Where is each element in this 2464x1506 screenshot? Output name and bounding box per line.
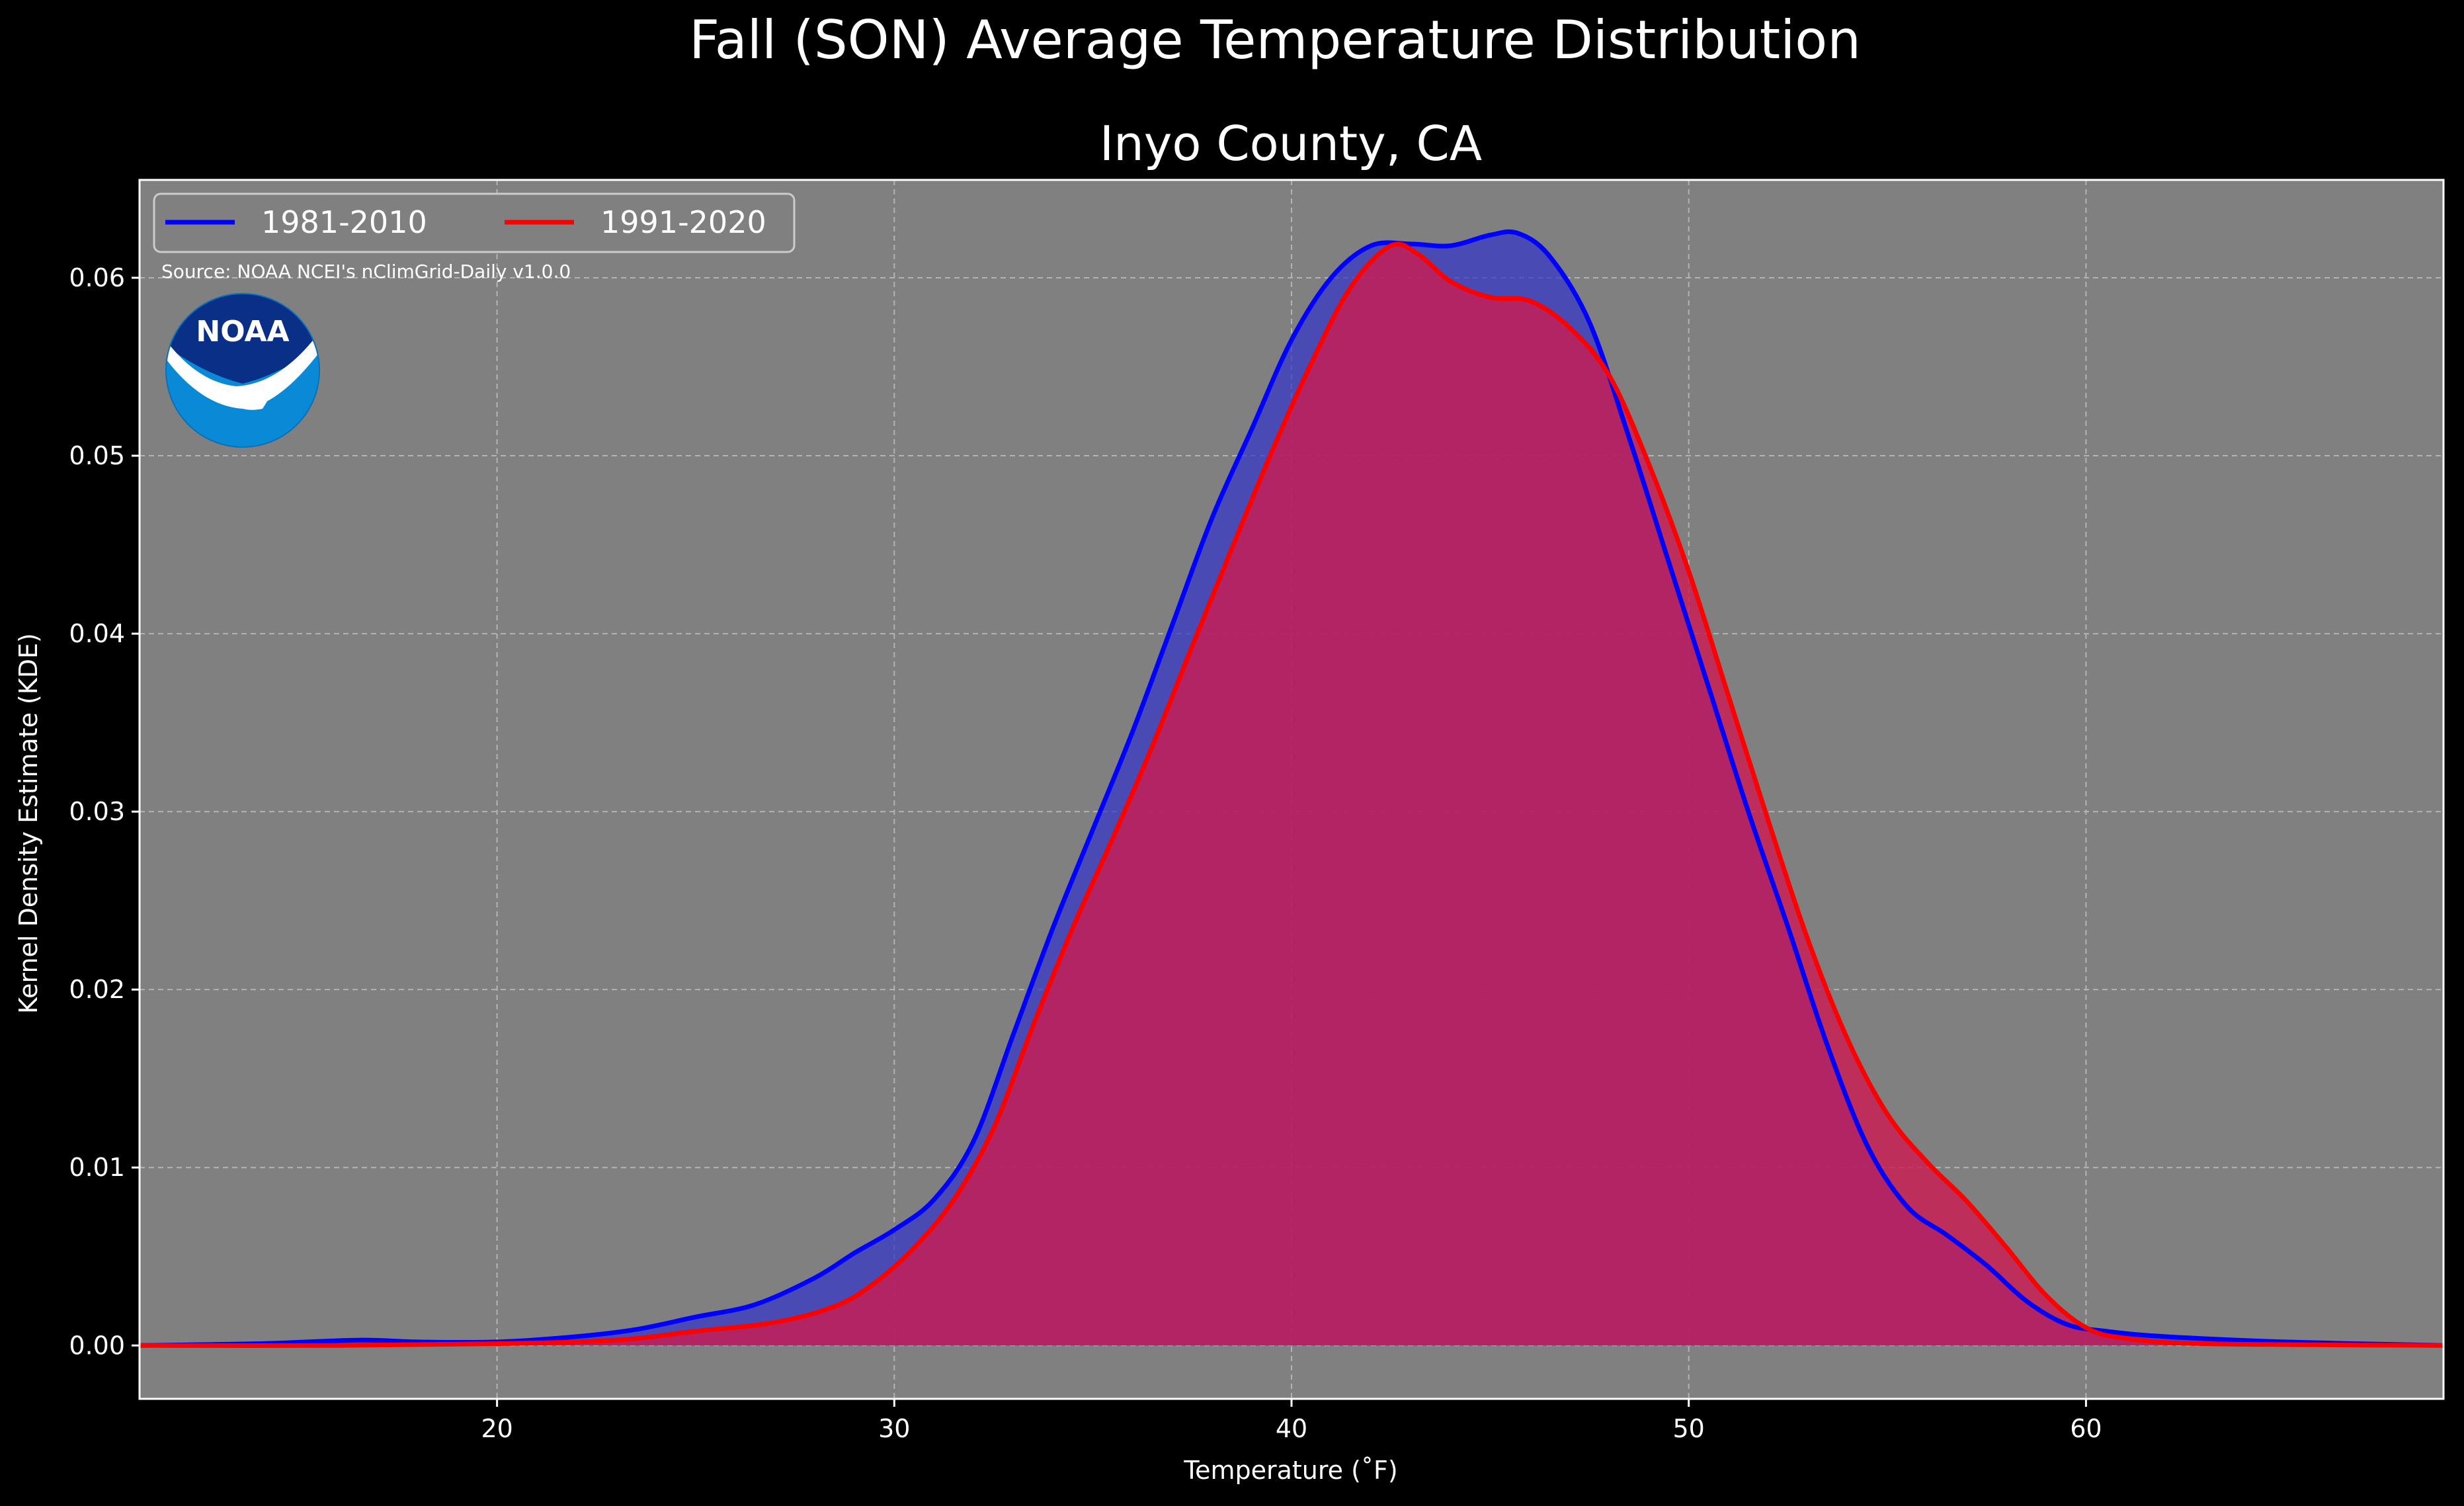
y-tick-label: 0.00 xyxy=(69,1331,125,1360)
y-tick-label: 0.02 xyxy=(69,975,125,1004)
x-tick-label: 40 xyxy=(1276,1414,1307,1443)
chart-title: Inyo County, CA xyxy=(1100,116,1482,171)
source-note: Source: NOAA NCEI's nClimGrid-Daily v1.0… xyxy=(161,261,571,282)
x-axis-label: Temperature (˚F) xyxy=(1183,1456,1397,1485)
chart-suptitle: Fall (SON) Average Temperature Distribut… xyxy=(689,9,1861,71)
legend: 1981-2010 1991-2020 xyxy=(153,192,796,253)
legend-label: 1991-2020 xyxy=(600,204,766,240)
y-tick-label: 0.01 xyxy=(69,1153,125,1182)
series-line-1991-2020 xyxy=(139,241,2444,1348)
axis-ticks: 20 30 40 50 60 0.00 0.01 0.02 0.03 0.04 0.05 0.06 xyxy=(69,263,2102,1443)
x-tick-label: 60 xyxy=(2070,1414,2102,1443)
series-fills xyxy=(140,231,2443,1346)
y-tick-label: 0.05 xyxy=(69,441,125,470)
y-tick-label: 0.06 xyxy=(69,263,125,292)
y-axis-label: Kernel Density Estimate (KDE) xyxy=(14,633,43,1014)
x-tick-label: 30 xyxy=(878,1414,910,1443)
series-area-1991-2020 xyxy=(140,243,2443,1346)
y-tick-label: 0.03 xyxy=(69,797,125,826)
logo-text: NOAA xyxy=(196,315,289,349)
noaa-logo: NOAA xyxy=(165,293,320,448)
legend-box xyxy=(153,192,796,253)
series-lines xyxy=(139,229,2444,1348)
legend-label: 1981-2010 xyxy=(261,204,427,240)
series-line-1981-2010 xyxy=(139,229,2444,1348)
x-tick-label: 50 xyxy=(1673,1414,1705,1443)
y-tick-label: 0.04 xyxy=(69,619,125,648)
x-tick-label: 20 xyxy=(481,1414,513,1443)
